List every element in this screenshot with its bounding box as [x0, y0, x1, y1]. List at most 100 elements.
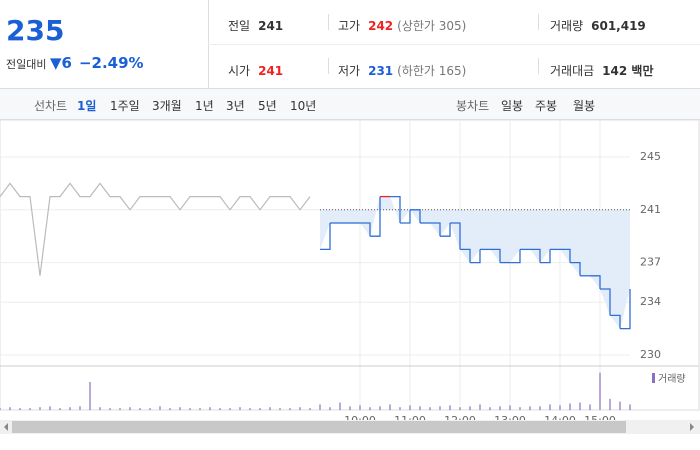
volume-bar [429, 407, 431, 410]
volume-bar [359, 405, 361, 410]
price-segment [570, 261, 581, 276]
volume-bar [519, 407, 521, 410]
tab[interactable]: 1일 [77, 99, 97, 113]
volume-bar [479, 404, 481, 410]
tab[interactable]: 1년 [195, 99, 214, 113]
volume-bar [609, 398, 611, 410]
volume-bar [149, 408, 151, 410]
volume-bar [289, 408, 291, 410]
volume-bar [79, 406, 81, 410]
tab[interactable]: 주봉 [535, 99, 558, 113]
price-segment [450, 222, 461, 250]
volume-bar [59, 408, 61, 410]
volume-bar [269, 407, 271, 410]
divider [208, 44, 700, 45]
change-label: 전일대비 [6, 58, 47, 71]
price-segment [470, 249, 481, 264]
volume-bar [599, 372, 601, 410]
stat-value: 601,419 [591, 19, 646, 33]
divider [538, 14, 539, 30]
volume-bar [249, 408, 251, 410]
price-segment [400, 209, 411, 224]
volume-bar [409, 405, 411, 410]
price-segment [490, 248, 501, 263]
volume-bar [169, 408, 171, 410]
divider [328, 14, 329, 30]
volume-bar [399, 407, 401, 410]
stat-value: 142 백만 [602, 64, 654, 78]
volume-bar [619, 401, 621, 410]
stat-label: 저가 [338, 64, 361, 78]
volume-bar [379, 406, 381, 410]
volume-bar [9, 407, 11, 410]
volume-bar [209, 407, 211, 410]
volume-bar [559, 405, 561, 410]
volume-bar [29, 408, 31, 410]
tab[interactable]: 일봉 [501, 99, 524, 113]
volume-bar [159, 406, 161, 410]
tab[interactable]: 1주일 [110, 99, 140, 113]
legend-swatch [652, 373, 655, 383]
stat-extra: (하한가 165) [397, 64, 467, 78]
volume-bar [439, 406, 441, 410]
price-segment [460, 248, 471, 263]
volume-bar [489, 407, 491, 410]
volume-bar [549, 404, 551, 410]
stat-label: 전일 [228, 19, 251, 33]
volume-bar [579, 402, 581, 410]
volume-bar [339, 402, 341, 410]
volume-bar [139, 408, 141, 410]
price-segment [370, 196, 381, 237]
volume-bar [629, 404, 631, 410]
volume-bar [259, 408, 261, 410]
price-segment [320, 223, 331, 251]
volume-bar [219, 408, 221, 410]
scrollbar-thumb[interactable] [12, 421, 626, 433]
tab[interactable]: 5년 [258, 99, 277, 113]
volume-bar [369, 407, 371, 410]
volume-bar [419, 406, 421, 410]
volume-bar [69, 407, 71, 410]
area-fill [320, 196, 630, 329]
y-tick-label: 237 [640, 256, 661, 269]
price-segment [610, 314, 621, 329]
volume-bar [39, 407, 41, 410]
stat: 거래대금 142 백만 [550, 62, 653, 79]
volume-bar [109, 408, 111, 410]
volume-bar [389, 404, 391, 410]
volume-bar [229, 408, 231, 410]
volume-bar [49, 406, 51, 410]
price-segment [510, 249, 521, 264]
y-tick-label: 245 [640, 150, 661, 163]
volume-bar [589, 404, 591, 410]
stat: 시가 241 [228, 62, 283, 79]
stat-extra: (상한가 305) [397, 19, 467, 33]
price-segment [560, 248, 571, 263]
stat-label: 고가 [338, 19, 361, 33]
price-segment [590, 275, 601, 289]
volume-bar [349, 406, 351, 410]
header: 235 전일대비 ▼6 −2.49% 전일 241 고가 242 (상한가 305) 거래… [0, 0, 700, 89]
volume-bar [499, 406, 501, 410]
tab[interactable]: 10년 [290, 99, 317, 113]
volume-bar [299, 407, 301, 410]
volume-bar [279, 408, 281, 410]
tab[interactable]: 월봉 [573, 99, 596, 113]
divider [328, 58, 329, 74]
volume-bar [469, 406, 471, 410]
volume-bar [309, 408, 311, 410]
stat-value: 241 [258, 64, 284, 78]
y-tick-label: 234 [640, 295, 661, 308]
volume-bar [319, 404, 321, 410]
price: 235 [6, 14, 65, 47]
volume-bar [459, 407, 461, 410]
y-tick-label: 241 [640, 203, 661, 216]
stat: 저가 231 (하한가 165) [338, 62, 466, 79]
stat-label: 거래량 [550, 19, 584, 33]
tab[interactable]: 3년 [226, 99, 245, 113]
tab[interactable]: 3개월 [152, 99, 182, 113]
y-tick-label: 230 [640, 348, 661, 361]
price-segment [390, 195, 401, 223]
